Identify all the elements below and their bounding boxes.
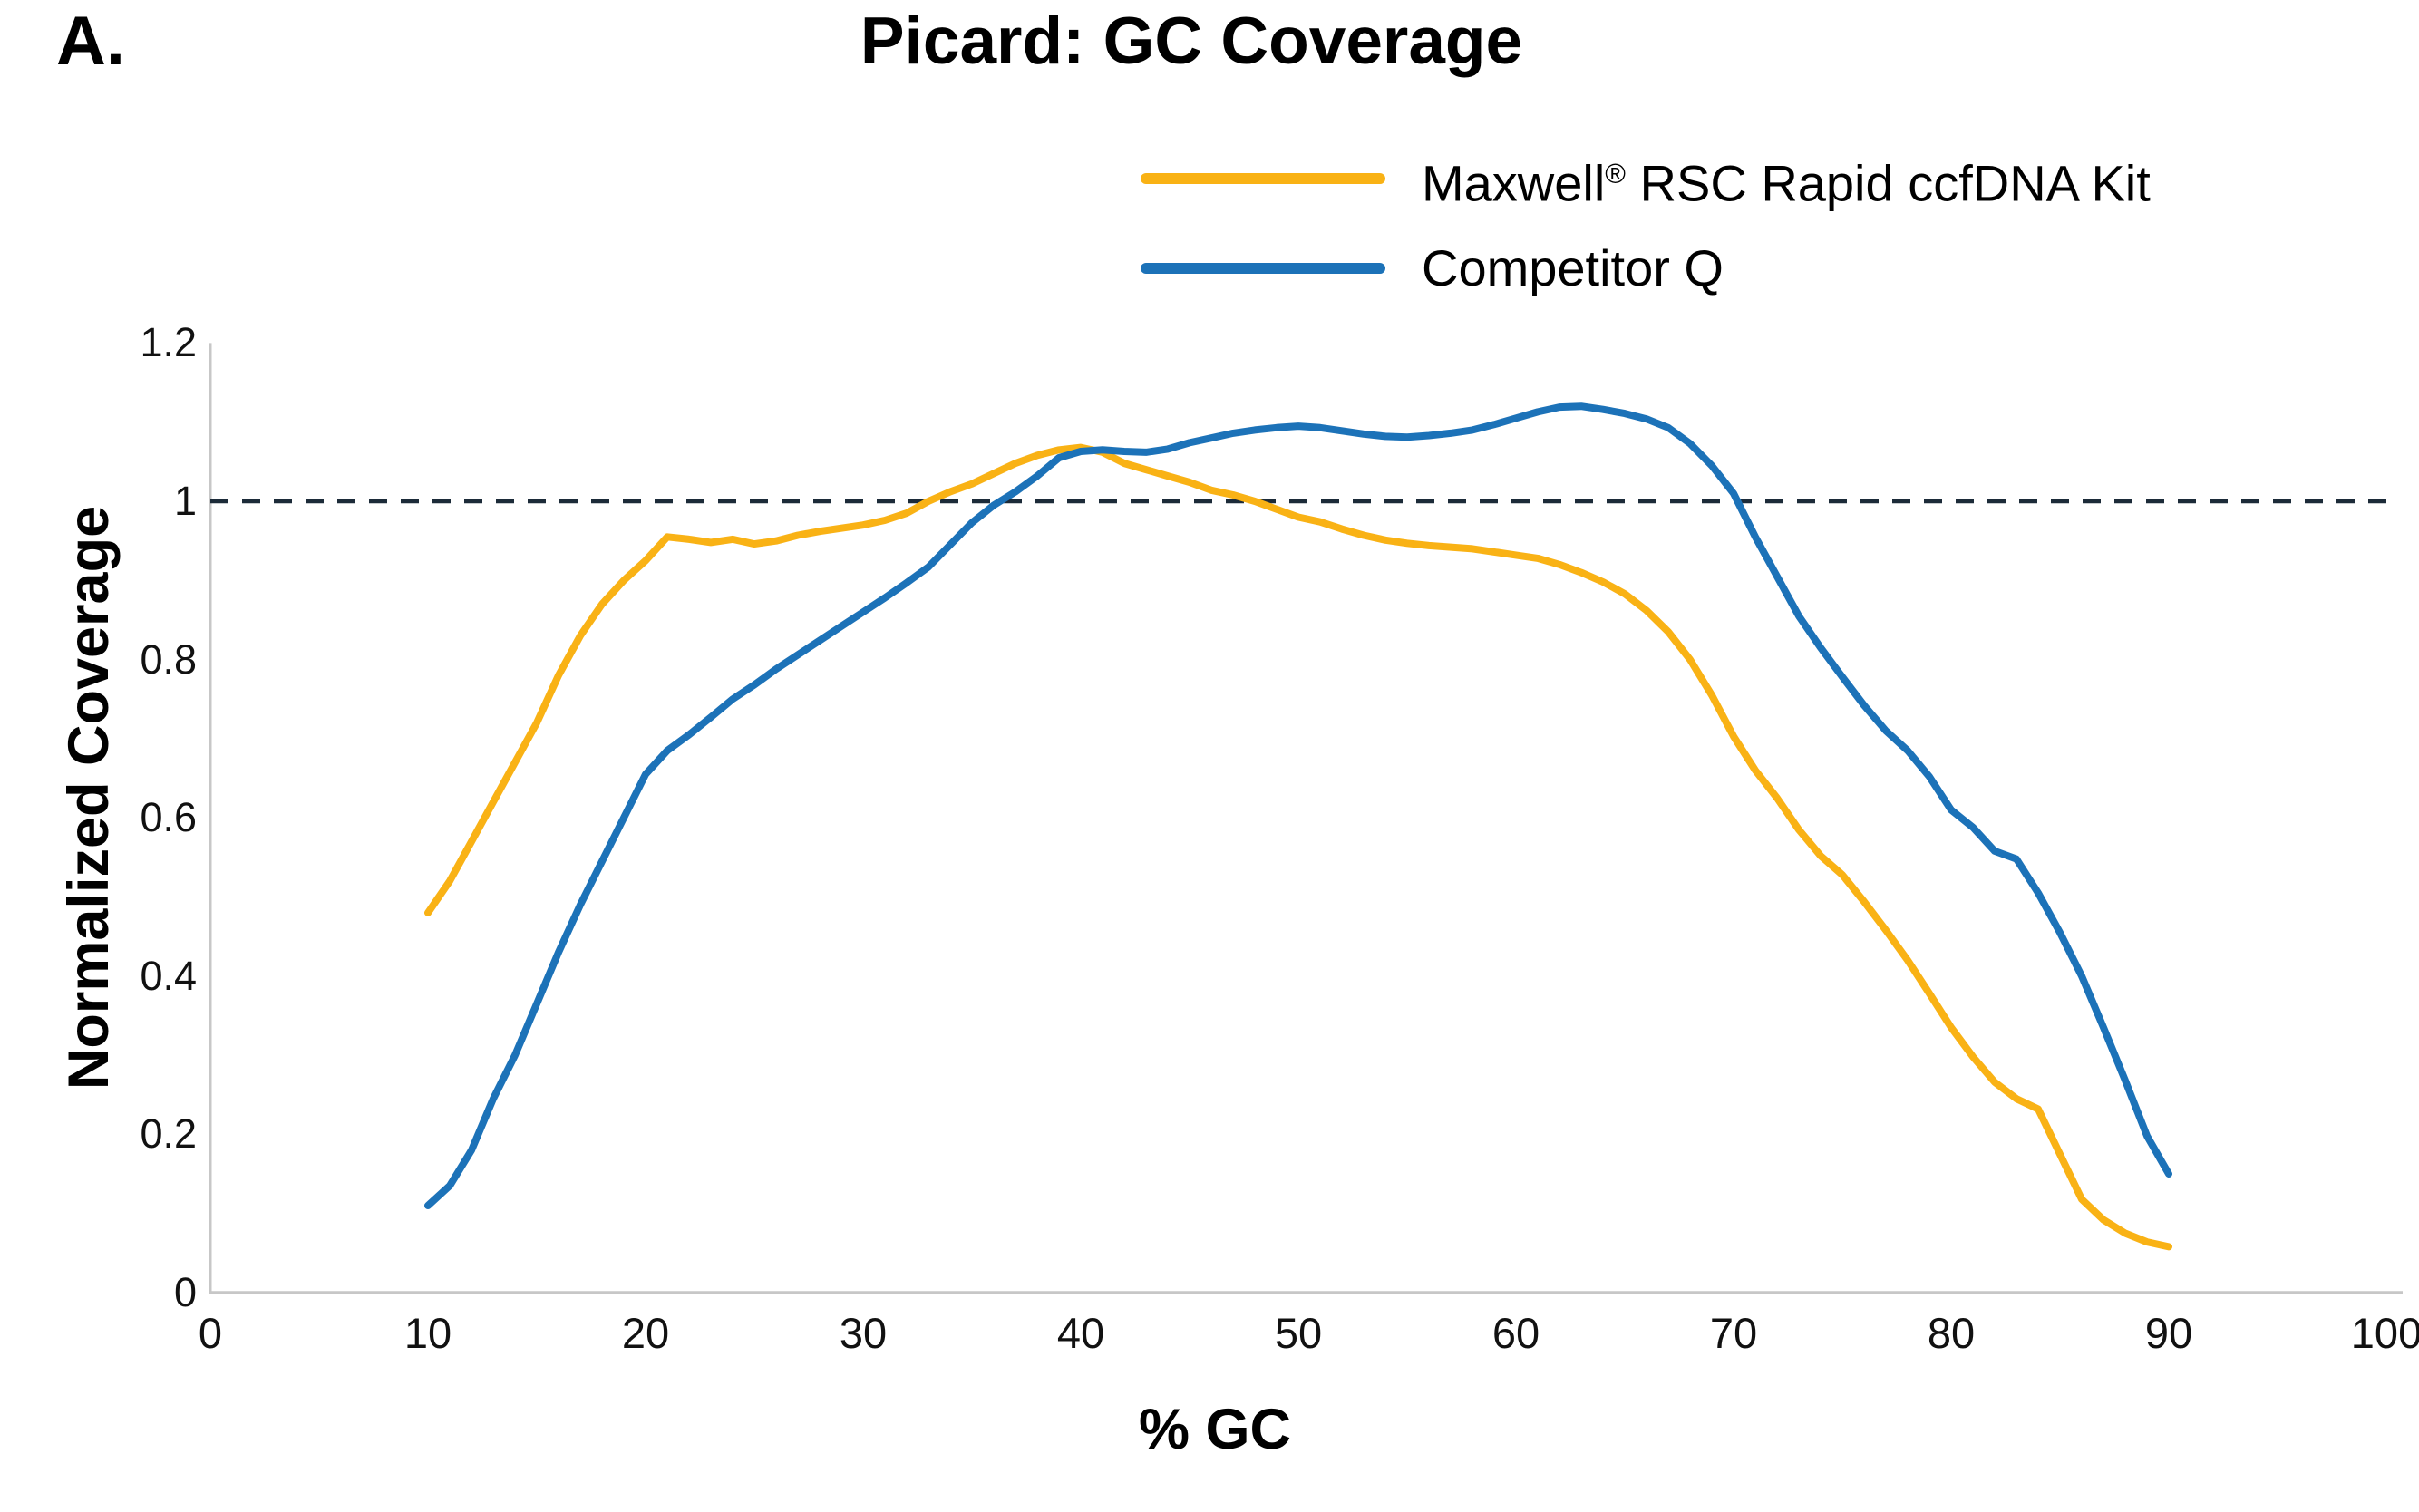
x-tick-label-60: 60 bbox=[1491, 1309, 1540, 1357]
x-tick-label-20: 20 bbox=[621, 1309, 670, 1357]
x-tick-label-30: 30 bbox=[839, 1309, 888, 1357]
y-tick-label-0.4: 0.4 bbox=[140, 952, 197, 999]
x-tick-label-50: 50 bbox=[1274, 1309, 1323, 1357]
y-tick-label-1: 1 bbox=[173, 478, 197, 524]
maxwell-series-swatch bbox=[1141, 173, 1385, 184]
legend-label-maxwell: Maxwell® RSC Rapid ccfDNA Kit bbox=[1422, 145, 2151, 213]
x-axis-title: % GC bbox=[1138, 1398, 1292, 1461]
legend-label-maxwell-text-rest: RSC Rapid ccfDNA Kit bbox=[1625, 154, 2151, 212]
panel-label: A. bbox=[56, 3, 125, 80]
chart-title: Picard: GC Coverage bbox=[860, 5, 1523, 78]
x-tick-label-80: 80 bbox=[1927, 1309, 1976, 1357]
y-tick-label-0.6: 0.6 bbox=[140, 794, 197, 841]
y-tick-label-0.8: 0.8 bbox=[140, 635, 197, 683]
legend-label-maxwell-text: Maxwell bbox=[1422, 154, 1606, 212]
y-tick-label-1.2: 1.2 bbox=[140, 319, 197, 366]
x-tick-label-70: 70 bbox=[1709, 1309, 1758, 1357]
x-tick-label-40: 40 bbox=[1056, 1309, 1105, 1357]
competitor-q-line bbox=[424, 402, 2172, 1209]
x-tick-label-10: 10 bbox=[403, 1309, 452, 1357]
legend-item-maxwell: Maxwell® RSC Rapid ccfDNA Kit bbox=[1141, 150, 2151, 211]
competitor-q-series-swatch bbox=[1141, 263, 1385, 274]
maxwell-rsc-rapid-ccfdna-kit-line bbox=[424, 443, 2172, 1251]
x-tick-label-100: 100 bbox=[2350, 1309, 2419, 1357]
x-tick-label-0: 0 bbox=[198, 1309, 223, 1357]
legend-item-competitor-q: Competitor Q bbox=[1141, 239, 1724, 297]
y-tick-label-0: 0 bbox=[173, 1269, 197, 1315]
legend-label-competitor-q-text: Competitor Q bbox=[1422, 239, 1724, 296]
registered-trademark-symbol: ® bbox=[1605, 157, 1626, 189]
legend-label-competitor-q: Competitor Q bbox=[1422, 239, 1724, 297]
y-tick-label-0.2: 0.2 bbox=[140, 1110, 197, 1158]
x-tick-label-90: 90 bbox=[2144, 1309, 2193, 1357]
